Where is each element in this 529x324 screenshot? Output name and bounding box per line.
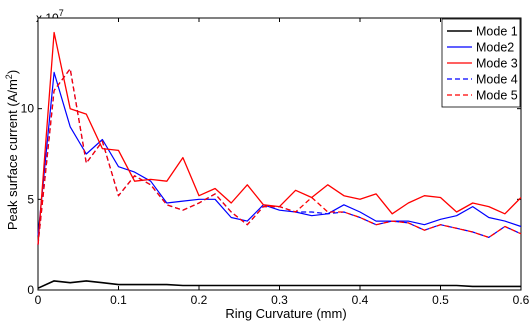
legend-entry: Mode 5 bbox=[476, 89, 518, 103]
y-axis-label: Peak surface current (A/m2) bbox=[4, 70, 20, 230]
y-axis-label-close: ) bbox=[5, 70, 20, 74]
y-tick-label: 10 bbox=[21, 102, 35, 116]
y-tick-label: 5 bbox=[27, 192, 34, 206]
plot-area bbox=[37, 17, 522, 291]
x-tick-label: 0.3 bbox=[271, 293, 288, 307]
legend-entry: Mode2 bbox=[476, 41, 514, 55]
x-tick-label: 0.2 bbox=[191, 293, 208, 307]
legend: Mode 1 Mode2 Mode 3 Mode 4 Mode 5 bbox=[441, 18, 521, 108]
y-axis-label-main: Peak surface current (A/m bbox=[5, 79, 20, 230]
x-tick-label: 0.1 bbox=[110, 293, 127, 307]
y-exponent-power: 7 bbox=[59, 8, 64, 18]
series-line-2 bbox=[37, 71, 522, 236]
x-axis-label: Ring Curvature (mm) bbox=[225, 306, 346, 321]
legend-entry: Mode 3 bbox=[476, 57, 518, 71]
x-tick-label: 0.6 bbox=[513, 293, 529, 307]
series-line-5 bbox=[37, 68, 522, 245]
x-tick-label: 0.5 bbox=[432, 293, 449, 307]
x-tick-label: 0.4 bbox=[352, 293, 369, 307]
legend-entry: Mode 1 bbox=[476, 25, 518, 39]
series-line-1 bbox=[37, 280, 521, 289]
x-tick-label: 0 bbox=[35, 293, 42, 307]
series-group bbox=[37, 31, 522, 289]
ticks: 0 0.1 0.2 0.3 0.4 0.5 0.6 0 5 10 bbox=[21, 18, 529, 307]
y-tick-label: 0 bbox=[27, 283, 34, 297]
legend-entry: Mode 4 bbox=[476, 73, 518, 87]
y-axis-label-sup: 2 bbox=[4, 74, 14, 79]
plot-frame bbox=[37, 17, 522, 291]
